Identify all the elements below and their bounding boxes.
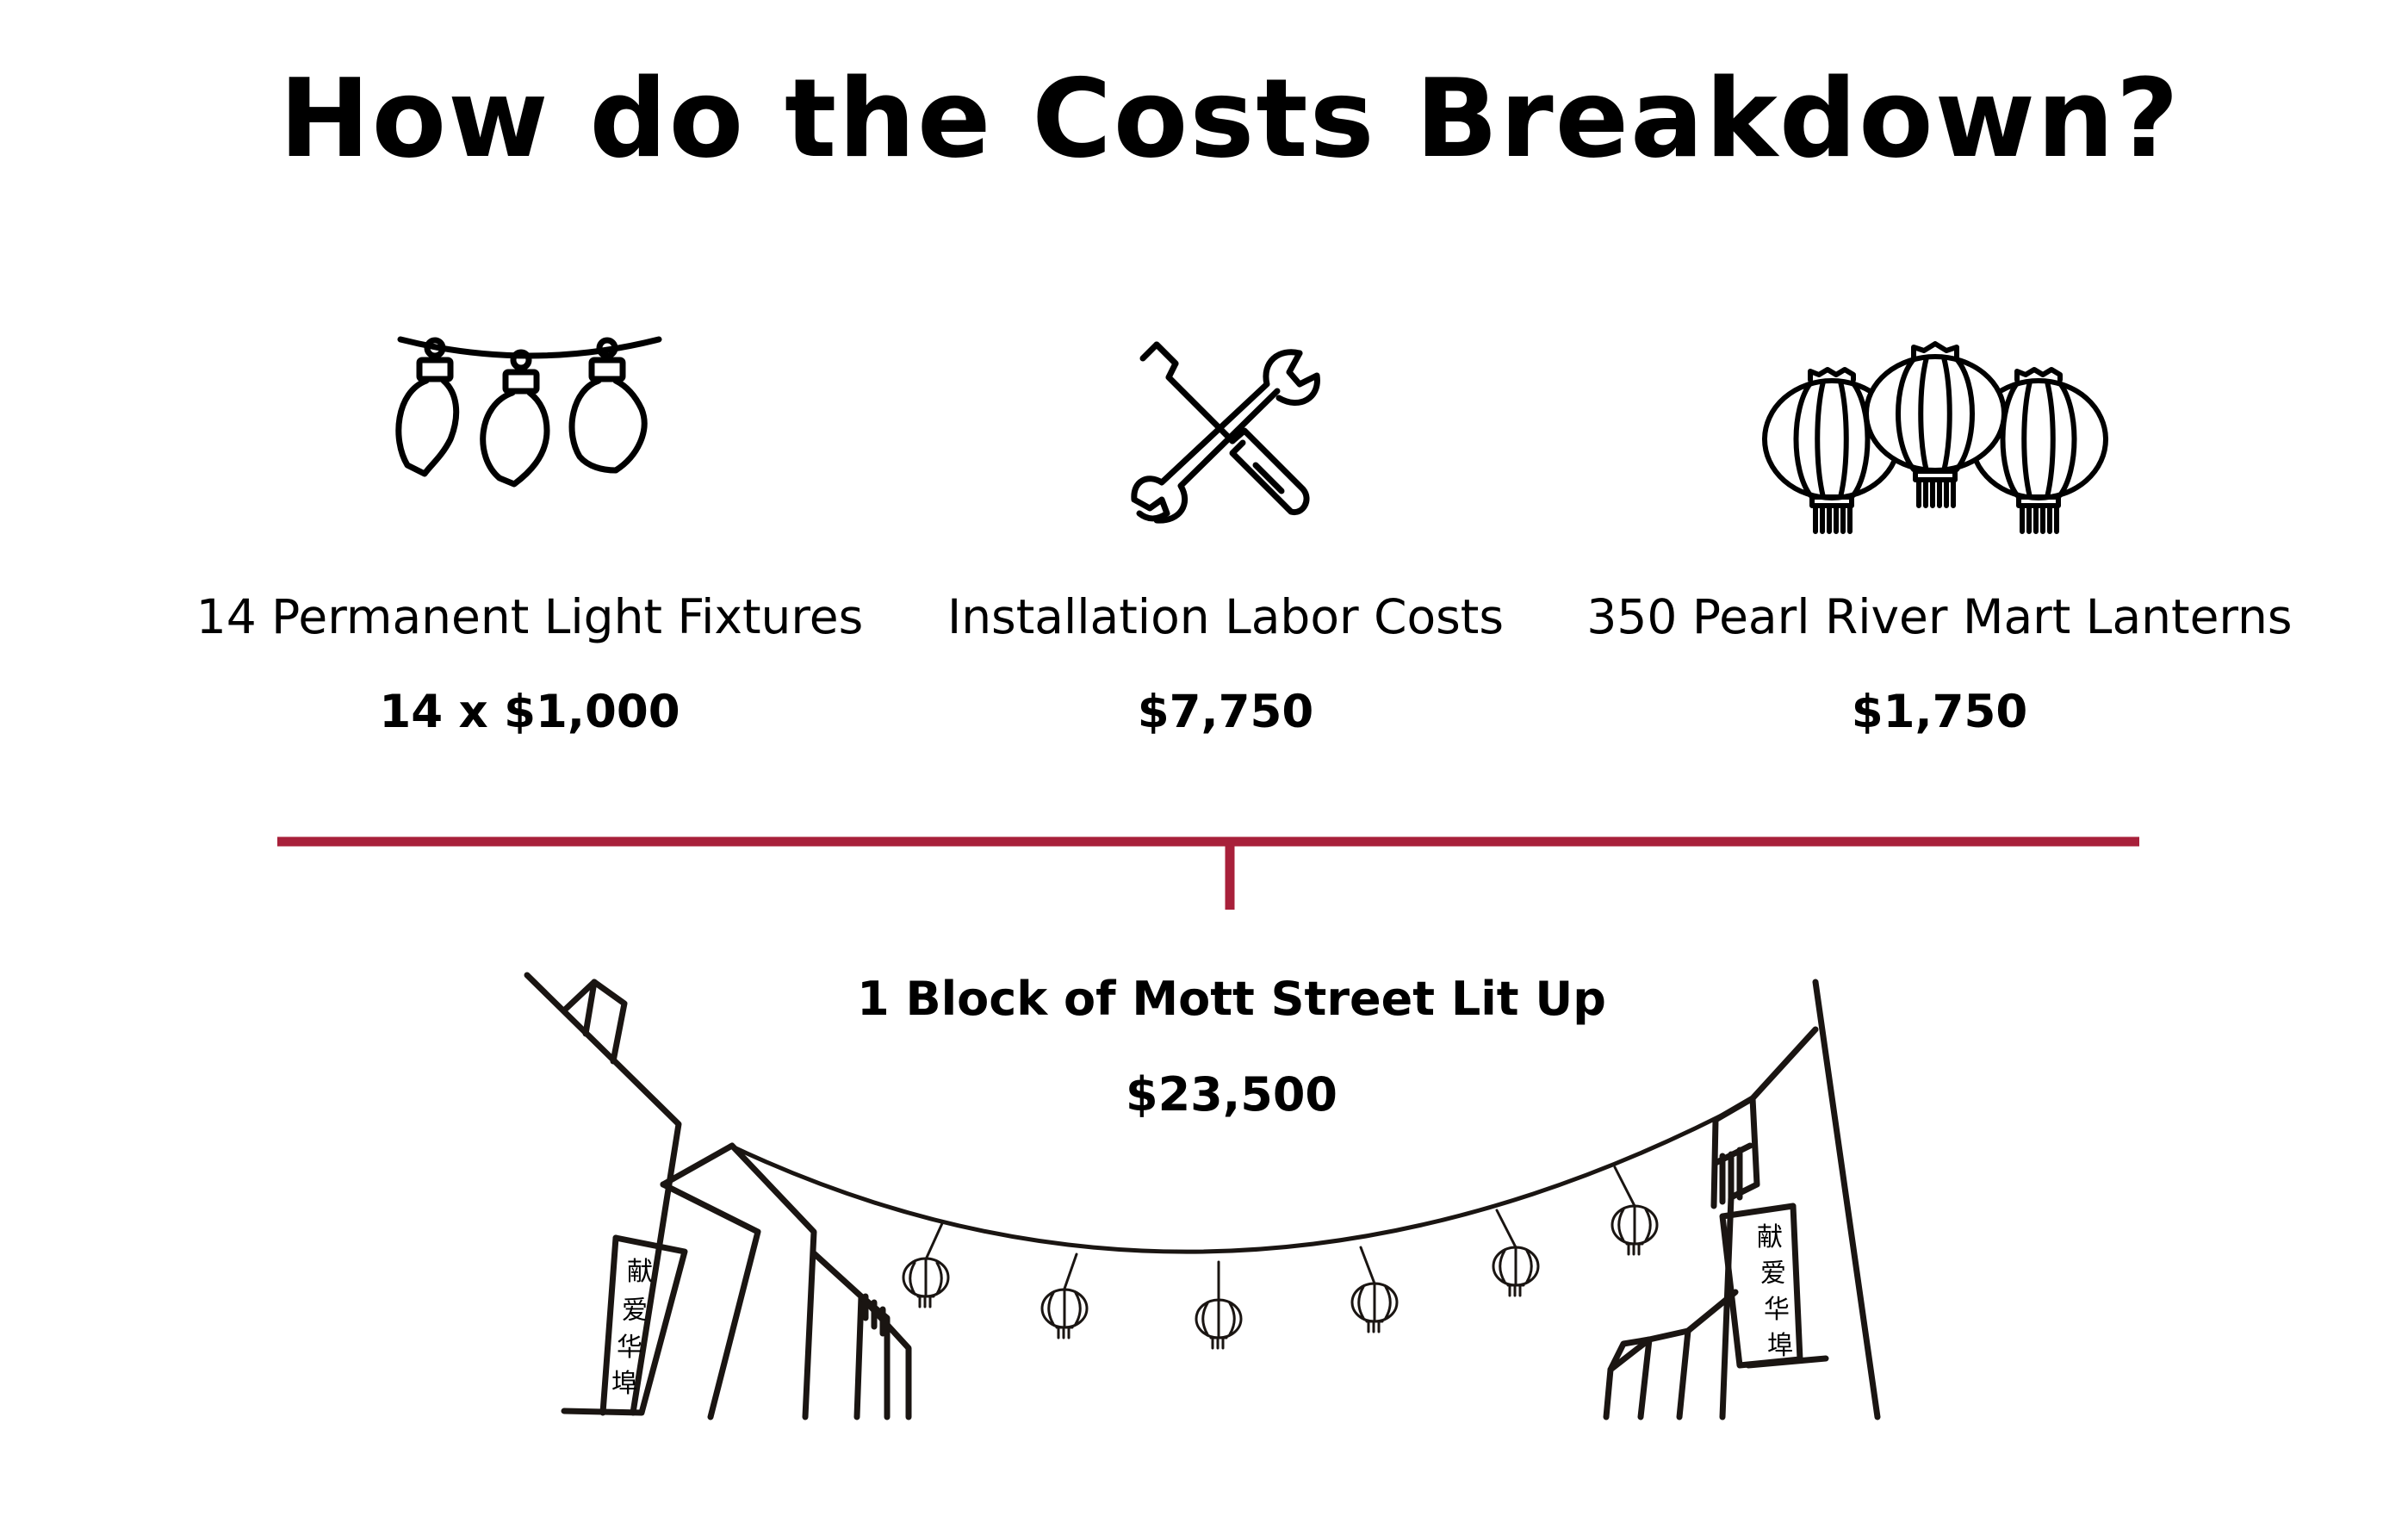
item-label: Installation Labor Costs <box>946 589 1505 644</box>
connector-bracket <box>277 836 2139 910</box>
lanterns-icon <box>1762 341 2108 534</box>
item-label: 350 Pearl River Mart Lanterns <box>1586 589 2293 644</box>
item-value: $1,750 <box>1851 686 2028 738</box>
total-value: $23,500 <box>1126 1067 1337 1122</box>
wrench-screwdriver-icon <box>1131 341 1320 524</box>
page-title: How do the Costs Breakdown? <box>279 55 2181 182</box>
item-value: 14 x $1,000 <box>379 686 680 738</box>
item-value: $7,750 <box>1137 686 1314 738</box>
total-label: 1 Block of Mott Street Lit Up <box>857 972 1606 1026</box>
item-label: 14 Permanent Light Fixtures <box>195 589 864 644</box>
right-sign-char: 华 <box>1764 1295 1790 1325</box>
left-sign-char: 华 <box>617 1333 642 1363</box>
right-sign-char: 献 <box>1757 1222 1783 1252</box>
left-sign-char: 爱 <box>622 1296 648 1326</box>
left-sign-char: 埠 <box>611 1369 637 1399</box>
left-sign-char: 献 <box>627 1257 653 1287</box>
light-bulbs-icon <box>395 336 662 488</box>
right-sign-char: 爱 <box>1760 1259 1786 1289</box>
right-sign-char: 埠 <box>1767 1331 1793 1361</box>
